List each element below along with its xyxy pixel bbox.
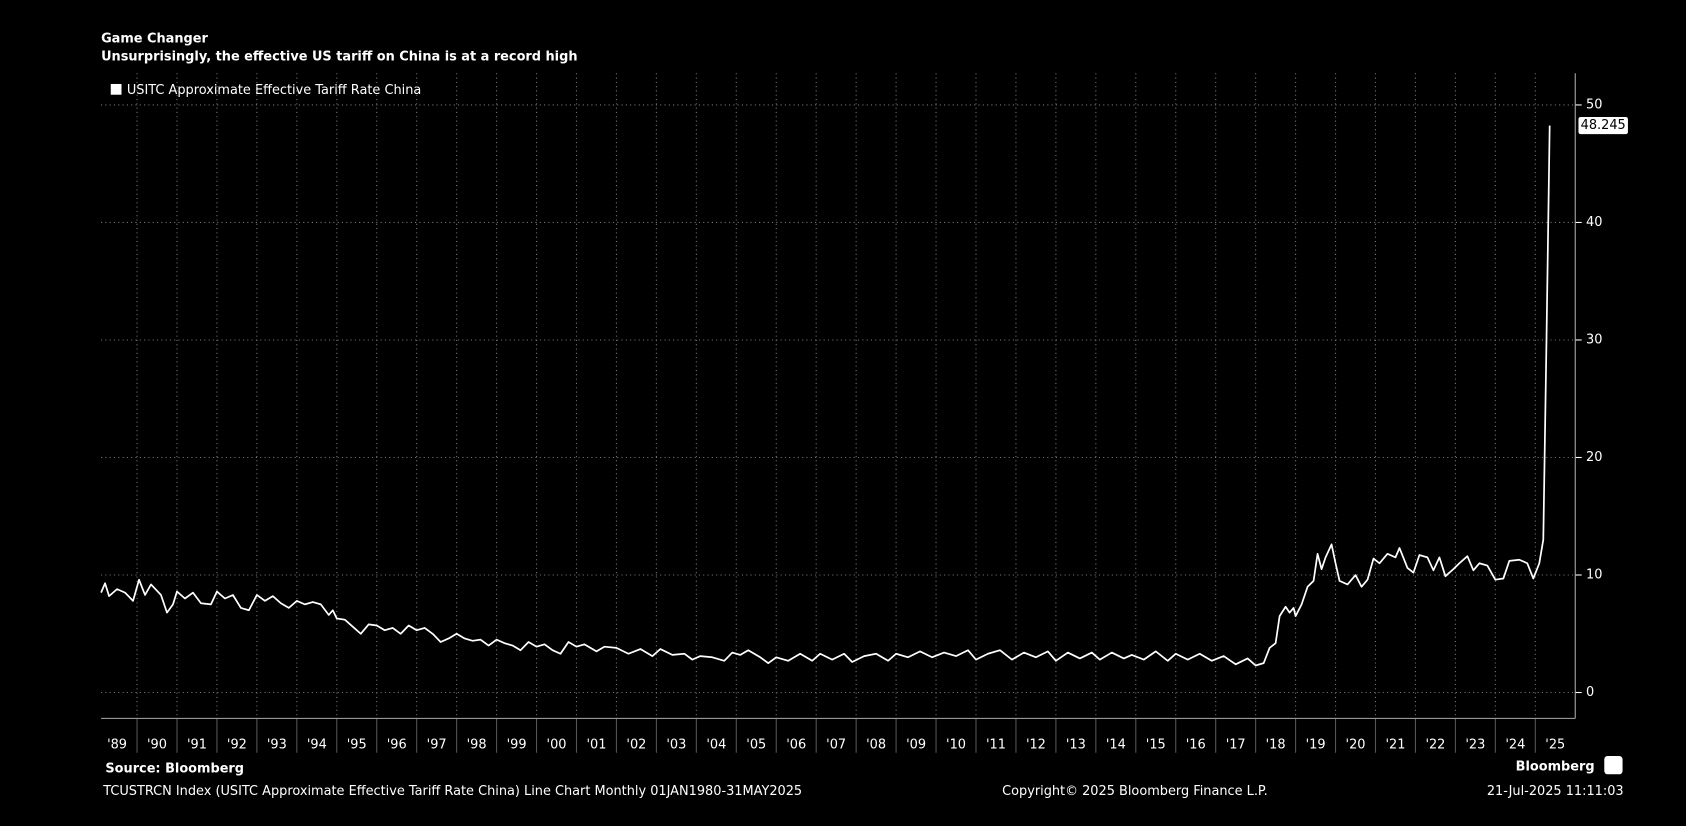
chart-title: Game Changer xyxy=(101,31,208,46)
x-tick-label: '14 xyxy=(1106,738,1126,753)
x-tick-label: '02 xyxy=(626,738,646,753)
x-tick-label: '17 xyxy=(1226,738,1246,753)
x-tick-label: '08 xyxy=(866,738,886,753)
footer-description: TCUSTRCN Index (USITC Approximate Effect… xyxy=(102,784,802,799)
x-tick-label: '15 xyxy=(1146,738,1166,753)
timestamp: 21-Jul-2025 11:11:03 xyxy=(1487,784,1624,799)
x-tick-label: '18 xyxy=(1266,738,1286,753)
y-tick-label: 10 xyxy=(1586,568,1602,583)
x-tick-label: '24 xyxy=(1505,738,1525,753)
x-tick-label: '91 xyxy=(187,738,207,753)
legend-swatch xyxy=(110,83,122,95)
legend-label: USITC Approximate Effective Tariff Rate … xyxy=(127,83,421,98)
x-tick-label: '11 xyxy=(986,738,1006,753)
x-tick-label: '90 xyxy=(147,738,167,753)
x-tick-label: '93 xyxy=(267,738,287,753)
x-tick-label: '98 xyxy=(467,738,487,753)
x-tick-label: '96 xyxy=(387,738,407,753)
x-tick-label: '12 xyxy=(1026,738,1046,753)
x-tick-label: '23 xyxy=(1465,738,1485,753)
x-tick-label: '05 xyxy=(746,738,766,753)
x-tick-label: '10 xyxy=(946,738,966,753)
y-tick-label: 0 xyxy=(1586,685,1594,700)
x-tick-label: '21 xyxy=(1385,738,1405,753)
y-tick-label: 30 xyxy=(1586,332,1602,347)
legend xyxy=(103,77,418,102)
x-tick-label: '19 xyxy=(1306,738,1326,753)
x-tick-label: '22 xyxy=(1425,738,1445,753)
last-value-box xyxy=(1578,116,1628,135)
x-tick-label: '99 xyxy=(507,738,527,753)
x-tick-label: '97 xyxy=(427,738,447,753)
x-tick-label: '09 xyxy=(906,738,926,753)
x-tick-label: '89 xyxy=(107,738,127,753)
x-tick-label: '92 xyxy=(227,738,247,753)
last-value-label: 48.245 xyxy=(1581,118,1626,133)
y-tick-label: 40 xyxy=(1586,215,1602,230)
brand-logo: Bloomberg xyxy=(1516,759,1595,774)
source: Source: Bloomberg xyxy=(105,761,244,776)
data-line xyxy=(100,125,1551,667)
x-tick-label: '13 xyxy=(1066,738,1086,753)
x-tick-label: '06 xyxy=(786,738,806,753)
chart-subtitle: Unsurprisingly, the effective US tariff … xyxy=(101,50,577,65)
x-tick-label: '95 xyxy=(347,738,367,753)
y-tick-label: 20 xyxy=(1586,450,1602,465)
y-tick-label: 50 xyxy=(1586,97,1602,112)
x-tick-label: '16 xyxy=(1186,738,1206,753)
brand-icon xyxy=(1604,756,1623,775)
x-tick-label: '20 xyxy=(1346,738,1366,753)
x-tick-label: '01 xyxy=(586,738,606,753)
x-tick-label: '07 xyxy=(826,738,846,753)
x-tick-label: '25 xyxy=(1545,738,1565,753)
x-tick-label: '03 xyxy=(666,738,686,753)
x-tick-label: '04 xyxy=(706,738,726,753)
x-tick-label: '00 xyxy=(547,738,567,753)
copyright: Copyright© 2025 Bloomberg Finance L.P. xyxy=(1002,784,1268,799)
x-tick-label: '94 xyxy=(307,738,327,753)
